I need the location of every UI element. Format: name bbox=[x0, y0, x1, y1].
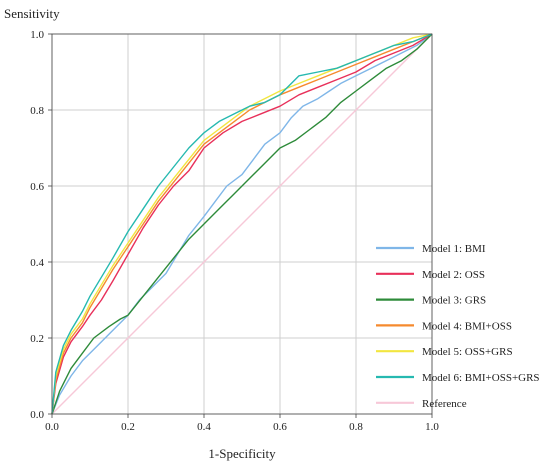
legend-item-model-2-oss: Model 2: OSS bbox=[376, 269, 485, 281]
legend-label: Model 5: OSS+GRS bbox=[422, 346, 513, 358]
series-line-model-3-grs bbox=[51, 33, 433, 415]
x-tick-label: 0.2 bbox=[121, 421, 135, 433]
y-tick-label: 0.4 bbox=[30, 257, 44, 269]
legend: Model 1: BMI Model 2: OSS Model 3: GRS Mode… bbox=[376, 243, 540, 410]
series-line-model-4-bmi-oss bbox=[51, 33, 433, 415]
legend-item-model-5-oss-grs: Model 5: OSS+GRS bbox=[376, 346, 513, 358]
x-tick-label: 0.8 bbox=[349, 421, 363, 433]
y-tick-label: 0.2 bbox=[30, 333, 44, 345]
y-tick-label: 0.0 bbox=[30, 409, 44, 421]
x-tick-label: 1.0 bbox=[425, 421, 439, 433]
legend-item-model-1-bmi: Model 1: BMI bbox=[376, 243, 486, 255]
series-line-model-6-bmi-oss-grs bbox=[51, 33, 433, 415]
x-tick-label: 0.6 bbox=[273, 421, 287, 433]
x-axis-label: 1-Specificity bbox=[208, 446, 276, 461]
y-tick-labels: 0.0 0.2 0.4 0.6 0.8 1.0 bbox=[30, 29, 52, 421]
x-tick-labels: 0.0 0.2 0.4 0.6 0.8 1.0 bbox=[45, 414, 439, 433]
legend-label: Model 3: GRS bbox=[422, 295, 486, 307]
legend-item-model-4-bmi-oss: Model 4: BMI+OSS bbox=[376, 320, 512, 332]
series-line-model-1-bmi bbox=[51, 33, 433, 415]
legend-item-model-6-bmi-oss-grs: Model 6: BMI+OSS+GRS bbox=[376, 372, 540, 384]
legend-item-model-3-grs: Model 3: GRS bbox=[376, 295, 486, 307]
x-tick-label: 0.0 bbox=[45, 421, 59, 433]
legend-label: Reference bbox=[422, 398, 467, 410]
y-tick-label: 0.8 bbox=[30, 105, 44, 117]
x-tick-label: 0.4 bbox=[197, 421, 211, 433]
y-tick-label: 0.6 bbox=[30, 181, 44, 193]
y-tick-label: 1.0 bbox=[30, 29, 44, 41]
plot-frame bbox=[51, 33, 433, 415]
legend-label: Model 1: BMI bbox=[422, 243, 486, 255]
legend-label: Model 4: BMI+OSS bbox=[422, 320, 512, 332]
series-lines bbox=[51, 33, 433, 415]
legend-label: Model 6: BMI+OSS+GRS bbox=[422, 372, 540, 384]
series-line-reference bbox=[51, 33, 433, 415]
series-line-model-2-oss bbox=[51, 33, 433, 415]
legend-label: Model 2: OSS bbox=[422, 269, 485, 281]
legend-item-reference: Reference bbox=[376, 398, 467, 410]
y-axis-label: Sensitivity bbox=[4, 6, 60, 21]
